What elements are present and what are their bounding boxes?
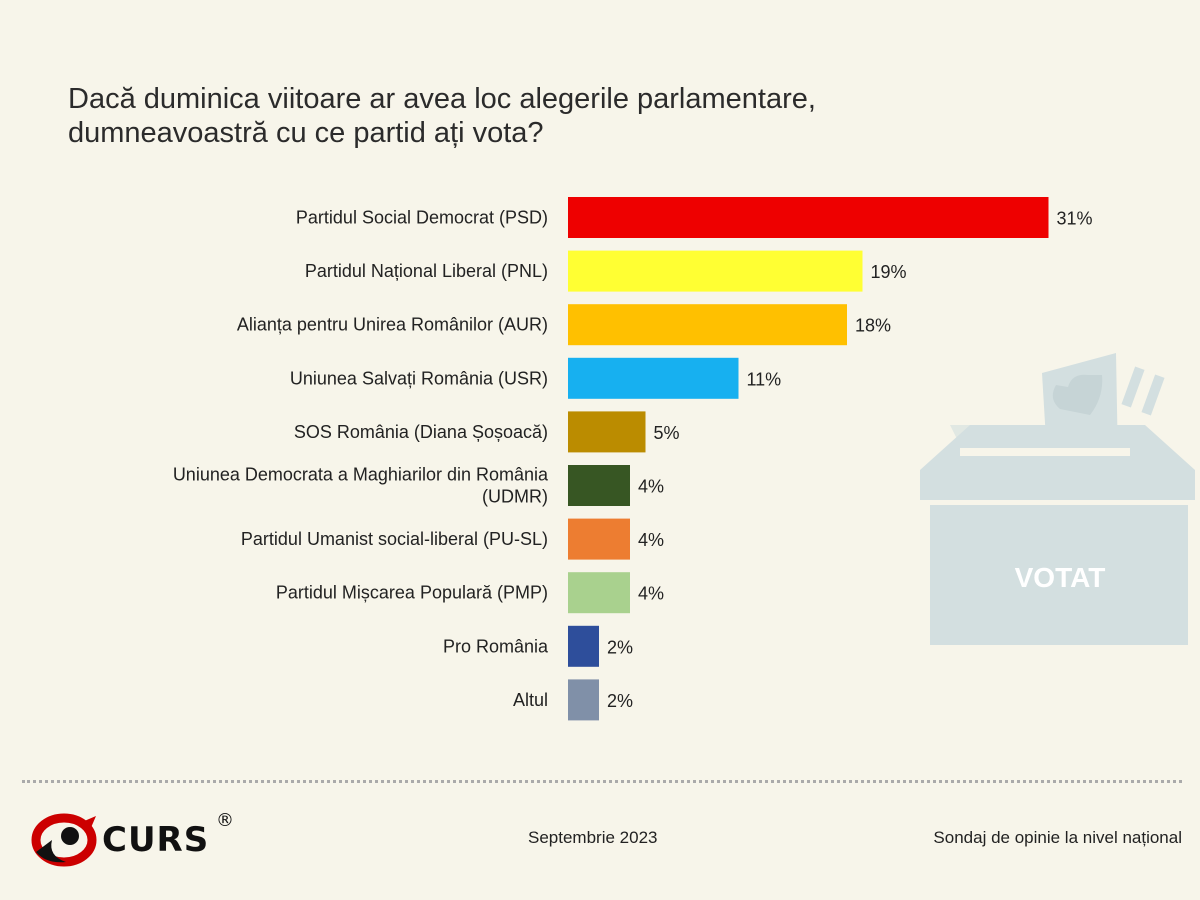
- bar: [568, 625, 599, 667]
- logo-text: CURS: [102, 820, 210, 860]
- survey-date: Septembrie 2023: [528, 828, 658, 847]
- category-label: Alianța pentru Unirea Românilor (AUR): [237, 315, 548, 335]
- curs-logo: CURS ®: [30, 808, 245, 868]
- value-label: 11%: [747, 369, 782, 389]
- value-label: 4%: [638, 530, 664, 550]
- value-label: 19%: [871, 262, 907, 282]
- chart-title: Dacă duminica viitoare ar avea loc alege…: [68, 83, 816, 149]
- category-label: Altul: [513, 690, 548, 710]
- category-label: SOS România (Diana Șoșoacă): [294, 422, 548, 442]
- category-label: Uniunea Salvați România (USR): [290, 368, 548, 388]
- value-label: 2%: [607, 691, 633, 711]
- value-label: 2%: [607, 637, 633, 657]
- ballot-box-label: VOTAT: [1015, 562, 1106, 593]
- survey-source: Sondaj de opinie la nivel național: [933, 828, 1182, 847]
- category-label: (UDMR): [482, 487, 548, 507]
- category-label: Partidul Național Liberal (PNL): [305, 261, 548, 281]
- category-label: Partidul Mișcarea Populară (PMP): [276, 583, 548, 603]
- bar: [568, 679, 599, 721]
- category-label: Partidul Social Democrat (PSD): [296, 208, 548, 228]
- value-label: 31%: [1057, 209, 1093, 229]
- registered-mark: ®: [216, 810, 234, 831]
- bar: [568, 411, 646, 453]
- category-label: Partidul Umanist social-liberal (PU-SL): [241, 529, 548, 549]
- value-label: 18%: [855, 316, 891, 336]
- curs-logo-icon: [31, 813, 97, 867]
- bar: [568, 197, 1049, 238]
- category-label: Uniunea Democrata a Maghiarilor din Româ…: [173, 465, 549, 485]
- bar: [568, 572, 630, 614]
- value-label: 4%: [638, 584, 664, 604]
- bar: [568, 518, 630, 560]
- bar: [568, 250, 863, 292]
- footer-divider: [22, 780, 1182, 783]
- bar-chart: Partidul Social Democrat (PSD) 31% Partidu…: [173, 197, 1093, 721]
- bar: [568, 304, 847, 346]
- category-label: Pro România: [443, 636, 549, 656]
- bar: [568, 465, 630, 506]
- bar: [568, 357, 739, 399]
- value-label: 5%: [654, 423, 680, 443]
- ballot-box-icon: VOTAT: [920, 353, 1195, 645]
- value-label: 4%: [638, 477, 664, 497]
